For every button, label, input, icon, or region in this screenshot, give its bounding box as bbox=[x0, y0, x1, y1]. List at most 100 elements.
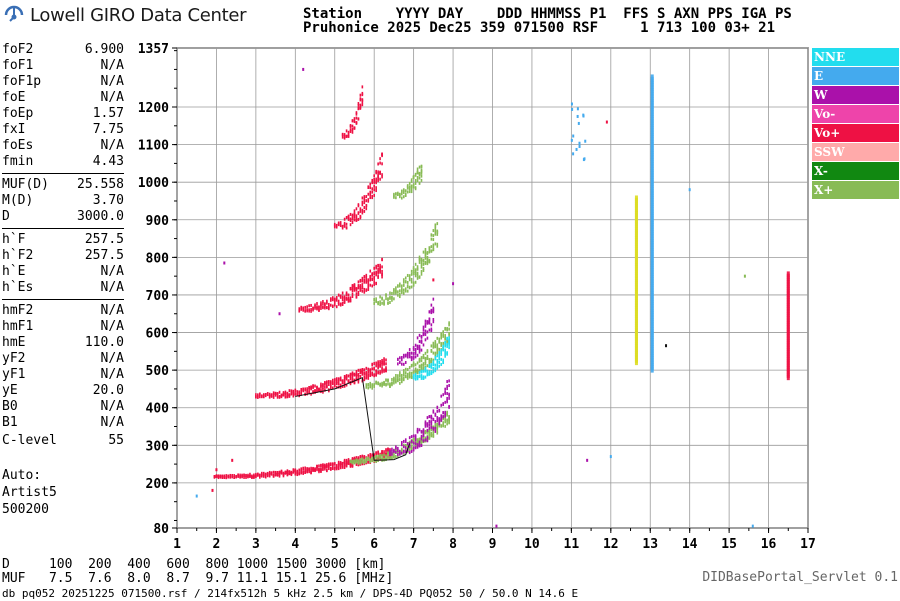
servlet-label[interactable]: DIDBasePortal_Servlet 0.1 bbox=[702, 570, 898, 585]
data-point bbox=[341, 226, 344, 230]
data-point bbox=[432, 417, 435, 421]
data-point bbox=[211, 488, 214, 492]
data-point bbox=[365, 207, 368, 211]
data-point bbox=[400, 441, 403, 445]
data-point bbox=[343, 374, 346, 378]
data-point bbox=[395, 196, 397, 200]
data-point bbox=[355, 116, 358, 120]
param-row: h`F2 257.5 bbox=[2, 248, 124, 264]
logo: Lowell GIRO Data Center bbox=[2, 3, 247, 27]
data-point bbox=[416, 276, 419, 280]
data-point bbox=[276, 470, 279, 474]
data-point bbox=[371, 386, 374, 390]
data-point bbox=[444, 340, 446, 344]
data-point bbox=[304, 470, 306, 474]
data-point bbox=[426, 349, 429, 353]
data-point bbox=[377, 263, 379, 267]
data-point bbox=[430, 237, 433, 241]
data-point bbox=[335, 296, 338, 300]
data-point bbox=[375, 369, 377, 373]
param-name: hmE bbox=[2, 335, 26, 350]
data-point bbox=[328, 462, 330, 466]
logo-text: Lowell GIRO Data Center bbox=[30, 4, 247, 26]
data-point bbox=[400, 189, 403, 193]
data-point bbox=[440, 352, 443, 356]
data-point bbox=[341, 298, 344, 302]
data-point bbox=[430, 363, 433, 367]
data-point bbox=[288, 470, 291, 474]
data-point bbox=[436, 430, 439, 434]
data-point bbox=[432, 320, 435, 324]
data-point bbox=[330, 380, 332, 384]
data-point bbox=[412, 376, 415, 380]
data-point bbox=[351, 127, 354, 131]
data-point bbox=[324, 385, 326, 389]
data-point bbox=[330, 382, 332, 386]
data-point bbox=[333, 467, 336, 471]
data-point bbox=[426, 258, 429, 262]
data-point bbox=[420, 171, 423, 175]
data-point bbox=[367, 287, 370, 291]
data-point bbox=[286, 395, 289, 399]
data-point bbox=[359, 458, 362, 462]
data-point bbox=[428, 310, 431, 314]
data-point bbox=[373, 373, 375, 377]
data-point bbox=[432, 360, 435, 364]
data-point bbox=[239, 473, 241, 477]
param-value: 257.5 bbox=[84, 248, 124, 263]
data-point bbox=[324, 306, 326, 310]
data-point bbox=[438, 424, 441, 428]
data-point bbox=[416, 368, 419, 372]
data-point bbox=[355, 372, 358, 376]
data-point bbox=[294, 388, 297, 392]
data-point bbox=[389, 448, 391, 452]
data-point bbox=[357, 368, 360, 372]
data-point bbox=[316, 305, 318, 309]
data-point bbox=[438, 347, 441, 351]
data-point bbox=[337, 293, 340, 297]
data-point bbox=[391, 291, 393, 295]
data-point bbox=[333, 383, 336, 387]
data-point bbox=[426, 330, 429, 334]
data-point bbox=[743, 274, 746, 278]
data-point bbox=[404, 289, 407, 293]
data-point bbox=[434, 341, 437, 345]
data-point bbox=[446, 422, 448, 426]
data-point bbox=[353, 457, 356, 461]
data-point bbox=[414, 351, 417, 355]
data-point bbox=[343, 295, 346, 299]
data-point bbox=[383, 457, 385, 461]
data-point bbox=[335, 382, 338, 386]
data-point bbox=[418, 258, 421, 262]
data-point bbox=[300, 390, 303, 394]
data-point bbox=[339, 221, 342, 225]
data-point bbox=[418, 333, 421, 337]
data-point bbox=[448, 339, 450, 343]
data-point bbox=[369, 192, 372, 196]
data-point bbox=[426, 439, 429, 443]
param-name: h`F bbox=[2, 232, 26, 247]
data-point bbox=[268, 395, 271, 399]
data-point bbox=[440, 424, 443, 428]
data-point bbox=[353, 283, 356, 287]
data-point bbox=[320, 384, 322, 388]
data-point bbox=[442, 330, 445, 334]
data-point bbox=[438, 351, 441, 355]
data-point bbox=[412, 185, 415, 189]
data-point bbox=[424, 375, 427, 379]
data-point bbox=[351, 294, 354, 298]
data-point bbox=[361, 208, 364, 212]
data-point bbox=[434, 224, 437, 228]
data-point bbox=[375, 297, 377, 301]
data-point bbox=[404, 439, 407, 443]
data-point bbox=[395, 377, 397, 381]
data-point bbox=[402, 369, 405, 373]
data-point bbox=[424, 329, 427, 333]
data-point bbox=[570, 102, 573, 106]
data-point bbox=[434, 357, 437, 361]
data-point bbox=[432, 243, 435, 247]
data-point bbox=[404, 280, 407, 284]
legend: NNE E W Vo- Vo+ SSW X- X+ bbox=[812, 48, 899, 200]
data-point bbox=[363, 456, 366, 460]
data-point bbox=[339, 461, 342, 465]
